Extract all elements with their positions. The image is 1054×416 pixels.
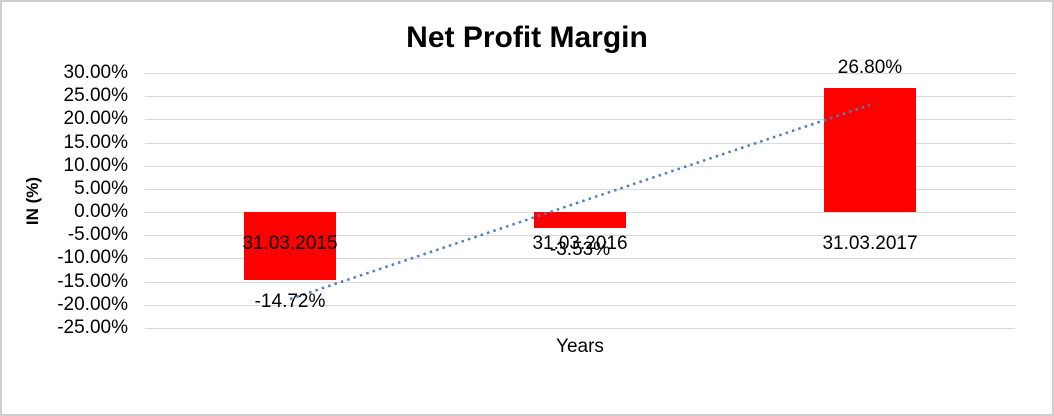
gridline [145, 96, 1015, 98]
y-axis-tick-label: -10.00% [57, 247, 128, 269]
y-axis-tick-label: 25.00% [63, 85, 128, 107]
y-axis-tick-label: -20.00% [57, 293, 128, 315]
y-axis-tick-label: 10.00% [63, 154, 128, 176]
trendline-segment [289, 103, 871, 301]
y-axis-tick-label: 15.00% [63, 131, 128, 153]
gridline [145, 281, 1015, 283]
y-axis-tick-label: 0.00% [74, 201, 128, 223]
y-axis-tick-label: -25.00% [57, 317, 128, 338]
data-label: -14.72% [254, 291, 326, 313]
y-axis-tick-label: -5.00% [67, 224, 128, 246]
gridline [145, 73, 1015, 74]
chart-title: Net Profit Margin [406, 21, 648, 54]
x-axis-title: Years [556, 336, 604, 357]
y-axis-tick-label: 5.00% [74, 177, 128, 199]
category-label: 31.03.2016 [532, 233, 628, 254]
bar [824, 87, 916, 213]
data-label: 26.80% [837, 56, 903, 78]
y-axis-tick-label: -15.00% [57, 270, 128, 292]
category-label: 31.03.2017 [822, 233, 918, 254]
y-axis-tick-label: 20.00% [63, 108, 128, 130]
category-label: 31.03.2015 [242, 233, 338, 254]
gridline [145, 328, 1015, 329]
gridline [145, 304, 1015, 306]
data-label: -3.53% [549, 239, 611, 261]
y-axis-tick-label: 30.00% [63, 62, 128, 83]
bar [534, 212, 626, 229]
